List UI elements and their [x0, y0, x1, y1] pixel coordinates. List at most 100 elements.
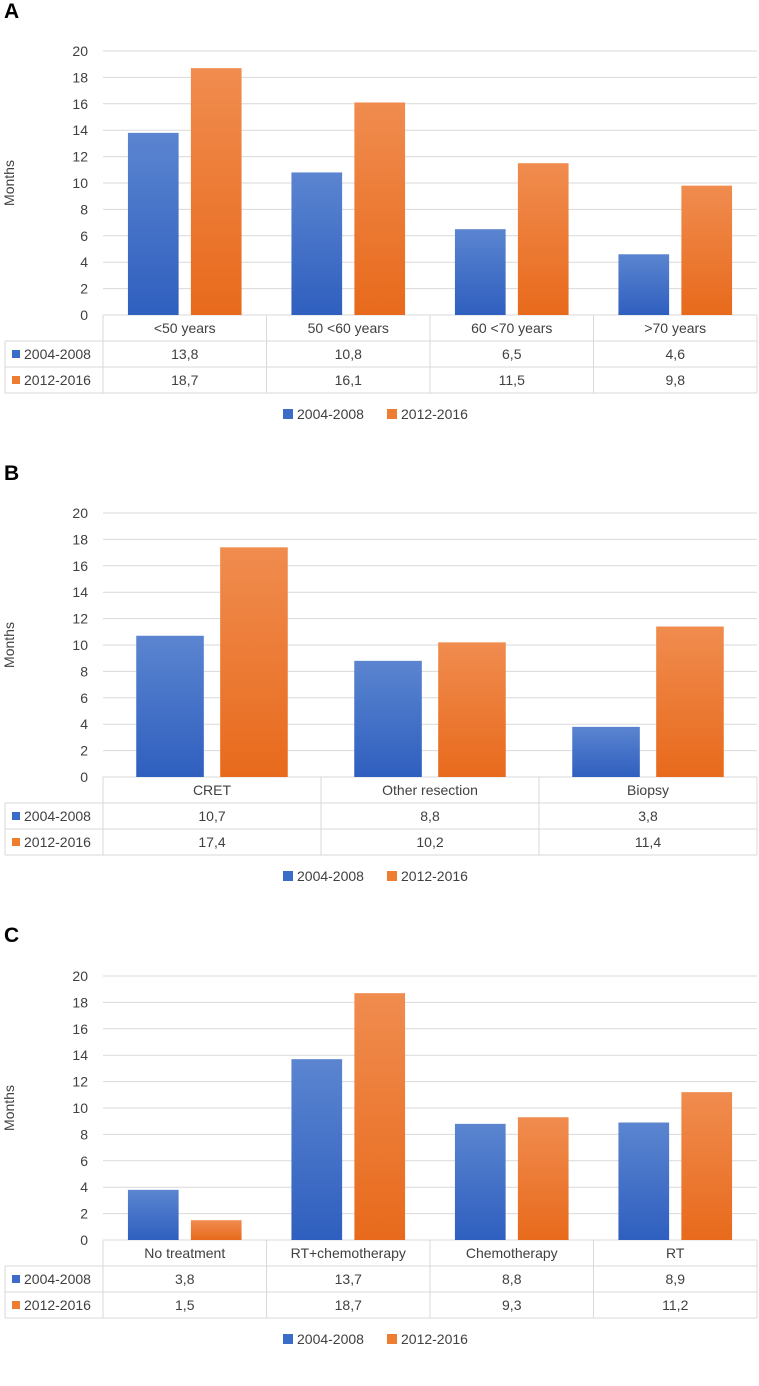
data-label: 11,2 [662, 1297, 688, 1313]
y-tick-label: 2 [80, 281, 88, 297]
x-category-label: RT+chemotherapy [291, 1245, 406, 1261]
y-tick-label: 12 [72, 611, 88, 627]
table-series-name: 2012-2016 [24, 372, 91, 388]
bar-series-b [354, 102, 406, 315]
data-label: 3,8 [175, 1271, 195, 1287]
bar-series-b [354, 993, 406, 1240]
y-tick-label: 2 [80, 1206, 88, 1222]
y-tick-label: 6 [80, 1153, 88, 1169]
bar-series-a [618, 1122, 670, 1240]
table-series-name: 2004-2008 [24, 1271, 91, 1287]
y-tick-label: 18 [72, 531, 88, 547]
legend-swatch [283, 1334, 293, 1344]
x-category-label: No treatment [144, 1245, 225, 1261]
data-label: 8,9 [666, 1271, 686, 1287]
bar-series-b [190, 68, 242, 315]
y-tick-label: 16 [72, 96, 88, 112]
y-tick-label: 20 [72, 505, 88, 521]
bar-series-b [681, 185, 733, 315]
y-tick-label: 0 [80, 769, 88, 785]
table-legend-swatch [12, 376, 20, 384]
table-legend-swatch [12, 1301, 20, 1309]
x-category-label: CRET [193, 782, 232, 798]
legend-swatch [283, 871, 293, 881]
legend-swatch [387, 1334, 397, 1344]
x-category-label: RT [666, 1245, 685, 1261]
data-label: 17,4 [198, 834, 225, 850]
bar-series-a [454, 1123, 506, 1240]
bar-series-b [438, 642, 506, 777]
x-category-label: >70 years [644, 320, 706, 336]
legend-label: 2004-2008 [297, 868, 364, 884]
y-tick-label: 4 [80, 254, 88, 270]
y-tick-label: 14 [72, 122, 88, 138]
table-series-name: 2004-2008 [24, 808, 91, 824]
y-axis-label: Months [1, 160, 17, 206]
legend-swatch [387, 871, 397, 881]
data-label: 13,8 [171, 346, 198, 362]
chart-panel-c: C 0 2 4 6 8 10 12 14 16 18 20 Months No treatment RT+c… [0, 924, 759, 1386]
data-label: 8,8 [502, 1271, 522, 1287]
bar-series-b [190, 1220, 242, 1240]
bar-series-a [354, 660, 422, 777]
bar-series-a [454, 229, 506, 315]
table-series-name: 2012-2016 [24, 1297, 91, 1313]
table-legend-swatch [12, 1275, 20, 1283]
bar-series-a [572, 726, 640, 777]
y-tick-label: 20 [72, 43, 88, 59]
y-tick-label: 14 [72, 1047, 88, 1063]
data-label: 18,7 [335, 1297, 362, 1313]
y-tick-label: 0 [80, 1232, 88, 1248]
bar-chart: 0 2 4 6 8 10 12 14 16 18 20 Months CRET Other resecti… [1, 505, 758, 884]
data-label: 9,8 [666, 372, 686, 388]
y-tick-label: 16 [72, 558, 88, 574]
y-tick-label: 4 [80, 716, 88, 732]
bar-series-b [517, 1117, 569, 1240]
y-tick-label: 10 [72, 1100, 88, 1116]
y-tick-label: 10 [72, 175, 88, 191]
y-tick-label: 8 [80, 1126, 88, 1142]
bar-series-b [517, 163, 569, 315]
x-category-label: 50 <60 years [308, 320, 389, 336]
legend-label: 2012-2016 [401, 868, 468, 884]
data-label: 10,7 [198, 808, 225, 824]
data-label: 11,4 [635, 834, 661, 850]
data-label: 11,5 [499, 372, 525, 388]
data-label: 4,6 [666, 346, 686, 362]
data-label: 10,2 [416, 834, 443, 850]
bar-chart: 0 2 4 6 8 10 12 14 16 18 20 Months <50 years 50 <60 y… [1, 43, 758, 422]
x-category-label: Other resection [382, 782, 478, 798]
data-label: 3,8 [638, 808, 658, 824]
data-label: 18,7 [171, 372, 198, 388]
chart-panel-b: B 0 2 4 6 8 10 12 14 16 18 20 Months CRET Other resect… [0, 462, 759, 924]
bar-series-a [291, 172, 343, 315]
panel-label: B [4, 462, 20, 485]
legend-swatch [387, 409, 397, 419]
y-tick-label: 18 [72, 69, 88, 85]
y-tick-label: 8 [80, 201, 88, 217]
y-tick-label: 6 [80, 690, 88, 706]
y-tick-label: 18 [72, 994, 88, 1010]
x-category-label: Biopsy [627, 782, 669, 798]
legend-label: 2004-2008 [297, 1331, 364, 1347]
y-tick-label: 14 [72, 584, 88, 600]
table-series-name: 2012-2016 [24, 834, 91, 850]
y-tick-label: 20 [72, 968, 88, 984]
x-category-label: Chemotherapy [466, 1245, 558, 1261]
y-tick-label: 12 [72, 1074, 88, 1090]
legend-label: 2004-2008 [297, 406, 364, 422]
bar-series-a [127, 1189, 179, 1240]
y-tick-label: 12 [72, 149, 88, 165]
table-series-name: 2004-2008 [24, 346, 91, 362]
bar-series-a [618, 254, 670, 315]
bar-chart: 0 2 4 6 8 10 12 14 16 18 20 Months No treatment RT+ch… [1, 968, 758, 1347]
table-legend-swatch [12, 350, 20, 358]
chart-panel-a: A 0 2 4 6 8 10 12 14 16 18 20 Months <50 years 50 <60 … [0, 0, 759, 462]
panel-label: C [4, 924, 20, 947]
legend-swatch [283, 409, 293, 419]
bar-series-a [291, 1059, 343, 1240]
bar-series-b [681, 1092, 733, 1240]
y-tick-label: 0 [80, 307, 88, 323]
y-tick-label: 8 [80, 663, 88, 679]
x-category-label: 60 <70 years [471, 320, 552, 336]
